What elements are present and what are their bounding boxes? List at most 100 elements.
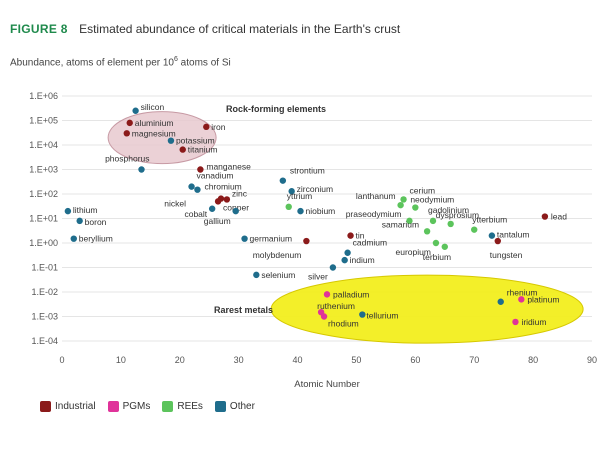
- legend-swatch: [162, 401, 174, 412]
- x-tick-label: 50: [351, 355, 361, 365]
- x-tick-label: 60: [410, 355, 420, 365]
- annotation-rarest-metals: Rarest metals: [214, 305, 273, 315]
- point-lithium: [64, 207, 72, 215]
- label-ytterbium: ytterbium: [472, 215, 507, 225]
- y-tick-label: 1.E-04: [31, 336, 58, 346]
- label-manganese: manganese: [206, 162, 251, 172]
- point-vanadium: [188, 183, 195, 190]
- figure-label: FIGURE 8: [10, 22, 68, 36]
- label-iron: iron: [211, 122, 225, 132]
- point-boron: [76, 217, 83, 225]
- label-cobalt: cobalt: [184, 209, 207, 219]
- legend-item-pgms: PGMs: [107, 401, 151, 412]
- x-tick-label: 30: [234, 355, 244, 365]
- point-cadmium: [344, 249, 351, 256]
- point-silicon: [132, 107, 139, 114]
- y-tick-label: 1.E+06: [29, 91, 58, 101]
- point-potassium: [167, 137, 175, 144]
- point-phosphorus: [138, 166, 145, 173]
- legend-swatch: [40, 401, 51, 412]
- legend-item-other: Other: [214, 401, 255, 412]
- label-indium: indium: [350, 255, 375, 265]
- point-samarium: [423, 228, 431, 235]
- legend-item-industrial: Industrial: [40, 401, 96, 412]
- label-lanthanum: lanthanum: [356, 191, 396, 201]
- label-iridium: iridium: [521, 317, 546, 327]
- point-tungsten: [494, 237, 501, 245]
- point-praseodymium: [406, 217, 413, 225]
- label-tin: tin: [356, 231, 365, 241]
- subtitle-prefix: Abundance, atoms of element per 10: [10, 57, 174, 69]
- point-rhodium: [320, 313, 328, 320]
- figure-title-text: Estimated abundance of critical material…: [79, 22, 401, 36]
- point-rhenium: [497, 298, 504, 305]
- point-germanium: [241, 235, 248, 242]
- point-cobalt: [208, 205, 216, 212]
- point-titanium: [179, 146, 186, 153]
- label-strontium: strontium: [290, 166, 325, 176]
- legend-swatch: [107, 401, 119, 412]
- y-tick-label: 1.E-02: [31, 287, 58, 297]
- label-cerium: cerium: [410, 185, 436, 195]
- label-beryllium: beryllium: [79, 234, 113, 244]
- legend: Industrial PGMs REEs Other: [40, 401, 255, 412]
- y-tick-label: 1.E+03: [29, 165, 58, 175]
- figure-title: FIGURE 8 Estimated abundance of critical…: [10, 22, 400, 36]
- legend-label: Industrial: [55, 401, 96, 412]
- point-tin: [347, 232, 354, 239]
- subtitle-sup: 6: [174, 56, 178, 63]
- point-magnesium: [123, 130, 130, 137]
- rock-forming-highlight: [107, 111, 217, 165]
- legend-label: PGMs: [122, 401, 151, 412]
- label-zirconium: zirconium: [297, 184, 333, 194]
- label-tantalum: tantalum: [497, 230, 530, 240]
- label-potassium: potassium: [176, 136, 215, 146]
- point-tellurium: [359, 311, 366, 318]
- point-ytterbium: [471, 226, 478, 233]
- x-tick-label: 40: [293, 355, 303, 365]
- point-lead: [541, 213, 549, 220]
- label-molybdenum: molybdenum: [253, 250, 302, 260]
- point-dysprosium: [447, 220, 454, 228]
- point-zinc: [223, 196, 231, 203]
- x-tick-label: 0: [59, 355, 64, 365]
- label-zinc: zinc: [232, 188, 248, 198]
- x-tick-label: 70: [469, 355, 479, 365]
- label-niobium: niobium: [306, 206, 336, 216]
- label-gadolinium: gadolinium: [428, 205, 469, 215]
- label-tungsten: tungsten: [490, 250, 523, 260]
- label-yttrium: yttrium: [287, 191, 313, 201]
- point-iron: [203, 123, 210, 131]
- x-axis-label: Atomic Number: [294, 379, 359, 390]
- label-samarium: samarium: [382, 219, 419, 229]
- label-titanium: titanium: [188, 145, 218, 155]
- label-germanium: germanium: [250, 234, 293, 244]
- y-tick-label: 1.E+04: [29, 140, 58, 150]
- point-selenium: [253, 271, 260, 279]
- point-molybdenum: [303, 237, 310, 245]
- point-neodymium: [412, 204, 419, 211]
- label-copper: copper: [223, 202, 249, 212]
- label-lithium: lithium: [73, 205, 98, 215]
- rarest-metals-highlight: [270, 274, 584, 344]
- point-gallium: [232, 207, 239, 215]
- label-nickel: nickel: [164, 199, 186, 209]
- y-tick-label: 1.E+02: [29, 189, 58, 199]
- legend-label: REEs: [177, 401, 203, 412]
- label-rhenium: rhenium: [507, 288, 538, 298]
- label-selenium: selenium: [261, 270, 295, 280]
- point-palladium: [323, 291, 331, 298]
- subtitle-suffix: atoms of Si: [177, 57, 231, 69]
- y-tick-label: 1.E+01: [29, 214, 58, 224]
- label-aluminium: aluminium: [135, 118, 174, 128]
- x-tick-label: 20: [175, 355, 185, 365]
- label-phosphorus: phosphorus: [105, 154, 149, 164]
- x-tick-label: 80: [528, 355, 538, 365]
- label-boron: boron: [85, 217, 107, 227]
- point-chromium: [194, 186, 201, 193]
- point-platinum: [518, 296, 525, 303]
- legend-swatch: [214, 401, 226, 412]
- label-platinum: platinum: [527, 294, 559, 304]
- point-aluminium: [126, 119, 133, 127]
- y-tick-label: 1.E+05: [29, 116, 58, 126]
